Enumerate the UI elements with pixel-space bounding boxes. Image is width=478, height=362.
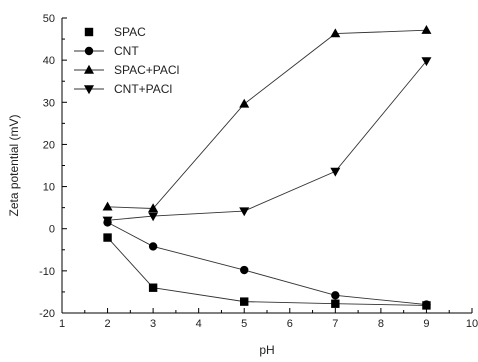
x-tick-label: 1 <box>59 318 65 330</box>
data-point-spac-pacl <box>421 25 432 34</box>
y-tick-label: -20 <box>39 308 55 320</box>
data-point-spac <box>148 283 158 292</box>
legend-item-spac-pacl: SPAC+PACl <box>74 63 179 77</box>
data-point-spac-pacl <box>102 201 113 211</box>
legend-marker <box>84 64 94 74</box>
y-tick-label: 50 <box>43 13 55 25</box>
data-point-cnt-pacl <box>102 216 113 226</box>
data-point-spac-pacl <box>148 203 159 213</box>
y-tick-label: 10 <box>43 182 55 194</box>
data-point-cnt-pacl <box>239 207 250 217</box>
legend-item-spac: SPAC <box>84 25 146 39</box>
y-tick-label: 40 <box>43 55 55 67</box>
legend-label: SPAC <box>114 25 146 39</box>
legend-label: CNT+PACl <box>114 82 172 96</box>
x-tick-label: 5 <box>241 318 247 330</box>
y-axis-label: Zeta potential (mV) <box>7 114 21 216</box>
y-tick-label: 0 <box>49 224 55 236</box>
data-point-cnt <box>331 291 340 300</box>
data-point-cnt <box>148 242 158 251</box>
legend-item-cnt-pacl: CNT+PACl <box>74 82 172 96</box>
series-cnt-pacl <box>102 57 432 226</box>
data-point-cnt-pacl <box>330 167 341 177</box>
data-point-spac <box>331 299 340 308</box>
x-tick-label: 9 <box>423 318 429 330</box>
axes: 1 2 3 4 5 6 7 8 9 10 -20 -10 0 10 20 30 40 50 <box>39 13 478 330</box>
legend: SPAC CNT SPAC+PACl CNT+PACl <box>74 25 179 96</box>
data-point-cnt <box>240 265 249 275</box>
series-spac-pacl <box>102 25 432 213</box>
data-point-cnt-pacl <box>148 212 159 222</box>
x-tick-label: 3 <box>150 318 156 330</box>
data-point-spac <box>103 233 112 242</box>
x-tick-label: 4 <box>196 318 202 330</box>
data-point-spac-pacl <box>239 98 250 108</box>
legend-marker <box>84 85 94 95</box>
legend-marker <box>84 27 94 37</box>
y-tick-label: 30 <box>43 97 55 109</box>
legend-marker <box>84 46 94 56</box>
data-point-cnt <box>422 300 431 309</box>
data-point-cnt-pacl <box>421 57 432 67</box>
x-tick-label: 10 <box>466 318 478 330</box>
series-group <box>102 25 432 310</box>
y-tick-label: -10 <box>39 266 55 278</box>
legend-label: SPAC+PACl <box>114 63 179 77</box>
x-tick-label: 2 <box>104 318 110 330</box>
data-point-spac-pacl <box>330 28 341 38</box>
data-point-spac <box>240 297 249 306</box>
legend-label: CNT <box>114 44 139 58</box>
y-tick-label: 20 <box>43 139 55 151</box>
x-tick-label: 8 <box>378 318 384 330</box>
series-cnt <box>103 218 431 309</box>
x-tick-label: 7 <box>332 318 338 330</box>
x-axis-label: pH <box>259 343 274 357</box>
x-tick-label: 6 <box>287 318 293 330</box>
series-line-cnt <box>107 221 427 306</box>
legend-item-cnt: CNT <box>74 44 139 58</box>
